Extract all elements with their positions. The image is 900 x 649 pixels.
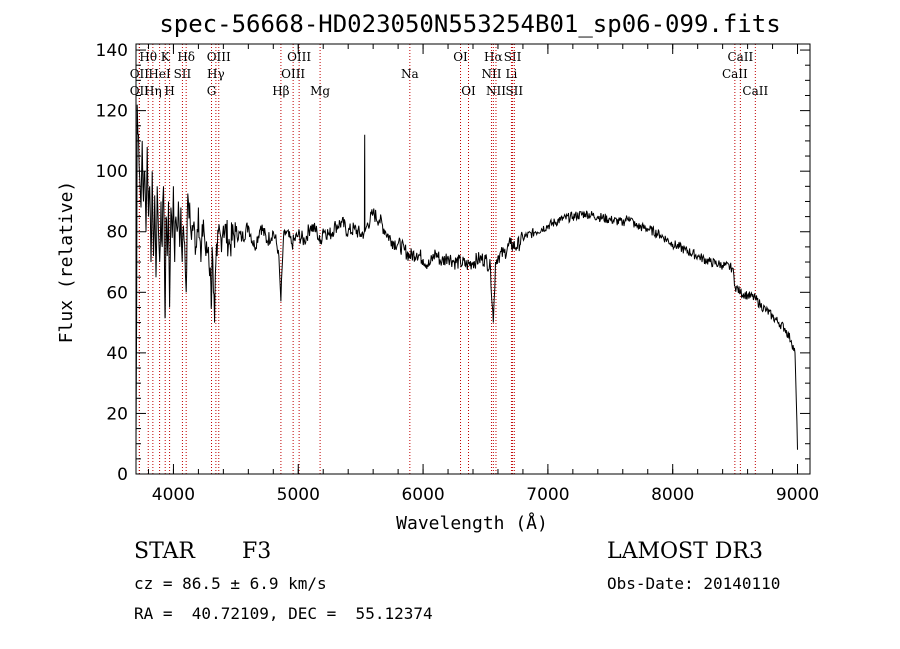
spectral-line-label-5: K xyxy=(161,50,171,64)
spectral-line-label-13: OIII xyxy=(281,67,305,81)
spectral-line-label-11: G xyxy=(207,84,217,98)
spectral-line-label-4: Hη xyxy=(144,84,162,98)
spectral-line-label-1: Hθ xyxy=(139,50,157,64)
y-tick-label-2: 40 xyxy=(106,344,128,364)
spectrum-line xyxy=(135,104,798,450)
x-tick-label-2: 6000 xyxy=(401,485,444,505)
x-tick-label-5: 9000 xyxy=(776,485,819,505)
y-tick-label-6: 120 xyxy=(96,102,128,122)
spectral-line-label-18: OI xyxy=(461,84,476,98)
spectral-line-label-7: H xyxy=(164,84,174,98)
spectral-line-label-10: Hγ xyxy=(207,67,225,81)
y-tick-label-4: 80 xyxy=(106,223,128,243)
spectral-line-label-23: Li xyxy=(506,67,518,81)
observation-date: Obs-Date: 20140110 xyxy=(607,574,781,593)
spectral-line-label-12: OIII xyxy=(287,50,311,64)
y-axis-ticks: 0 20 40 60 80 100 120 140 xyxy=(96,41,810,485)
survey-name: LAMOST DR3 xyxy=(607,539,763,564)
redshift-value: cz = 86.5 ± 6.9 km/s xyxy=(134,574,327,593)
spectral-line-label-3: HeI xyxy=(148,67,171,81)
spectral-line-label-15: Mg xyxy=(310,84,330,98)
spectral-line-label-21: NII xyxy=(486,84,506,98)
coordinates: RA = 40.72109, DEC = 55.12374 xyxy=(134,604,433,623)
y-tick-label-7: 140 xyxy=(96,41,128,61)
spectral-line-label-26: CaII xyxy=(722,67,748,81)
y-tick-label-1: 20 xyxy=(106,404,128,424)
spectral-line-label-16: Na xyxy=(401,67,419,81)
spectral-line-label-8: Hδ xyxy=(177,50,195,64)
spectral-line-label-6: SII xyxy=(174,67,192,81)
y-tick-label-0: 0 xyxy=(117,465,128,485)
y-axis-label: Flux (relative) xyxy=(56,181,77,344)
spectral-line-label-2: OII xyxy=(130,84,150,98)
spectral-line-label-17: OI xyxy=(453,50,468,64)
x-tick-label-4: 8000 xyxy=(651,485,694,505)
object-subclass: F3 xyxy=(242,539,272,564)
spectral-line-label-9: OIII xyxy=(207,50,231,64)
x-tick-label-1: 5000 xyxy=(277,485,320,505)
x-tick-label-3: 7000 xyxy=(526,485,569,505)
spectral-line-label-19: Hα xyxy=(484,50,503,64)
chart-title: spec-56668-HD023050N553254B01_sp06-099.f… xyxy=(159,10,780,38)
x-tick-label-0: 4000 xyxy=(152,485,195,505)
y-tick-label-3: 60 xyxy=(106,283,128,303)
object-class: STAR xyxy=(134,539,195,564)
spectral-line-label-20: NII xyxy=(481,67,501,81)
y-tick-label-5: 100 xyxy=(96,162,128,182)
spectral-line-label-24: SII xyxy=(505,84,523,98)
spectral-line-label-25: CaII xyxy=(727,50,753,64)
spectral-line-label-27: CaII xyxy=(742,84,768,98)
spectral-line-label-22: SII xyxy=(504,50,522,64)
x-axis-label: Wavelength (Å) xyxy=(396,512,548,534)
spectral-line-label-14: Hβ xyxy=(272,84,289,98)
x-axis-ticks: 4000 5000 6000 7000 8000 9000 xyxy=(147,44,819,505)
